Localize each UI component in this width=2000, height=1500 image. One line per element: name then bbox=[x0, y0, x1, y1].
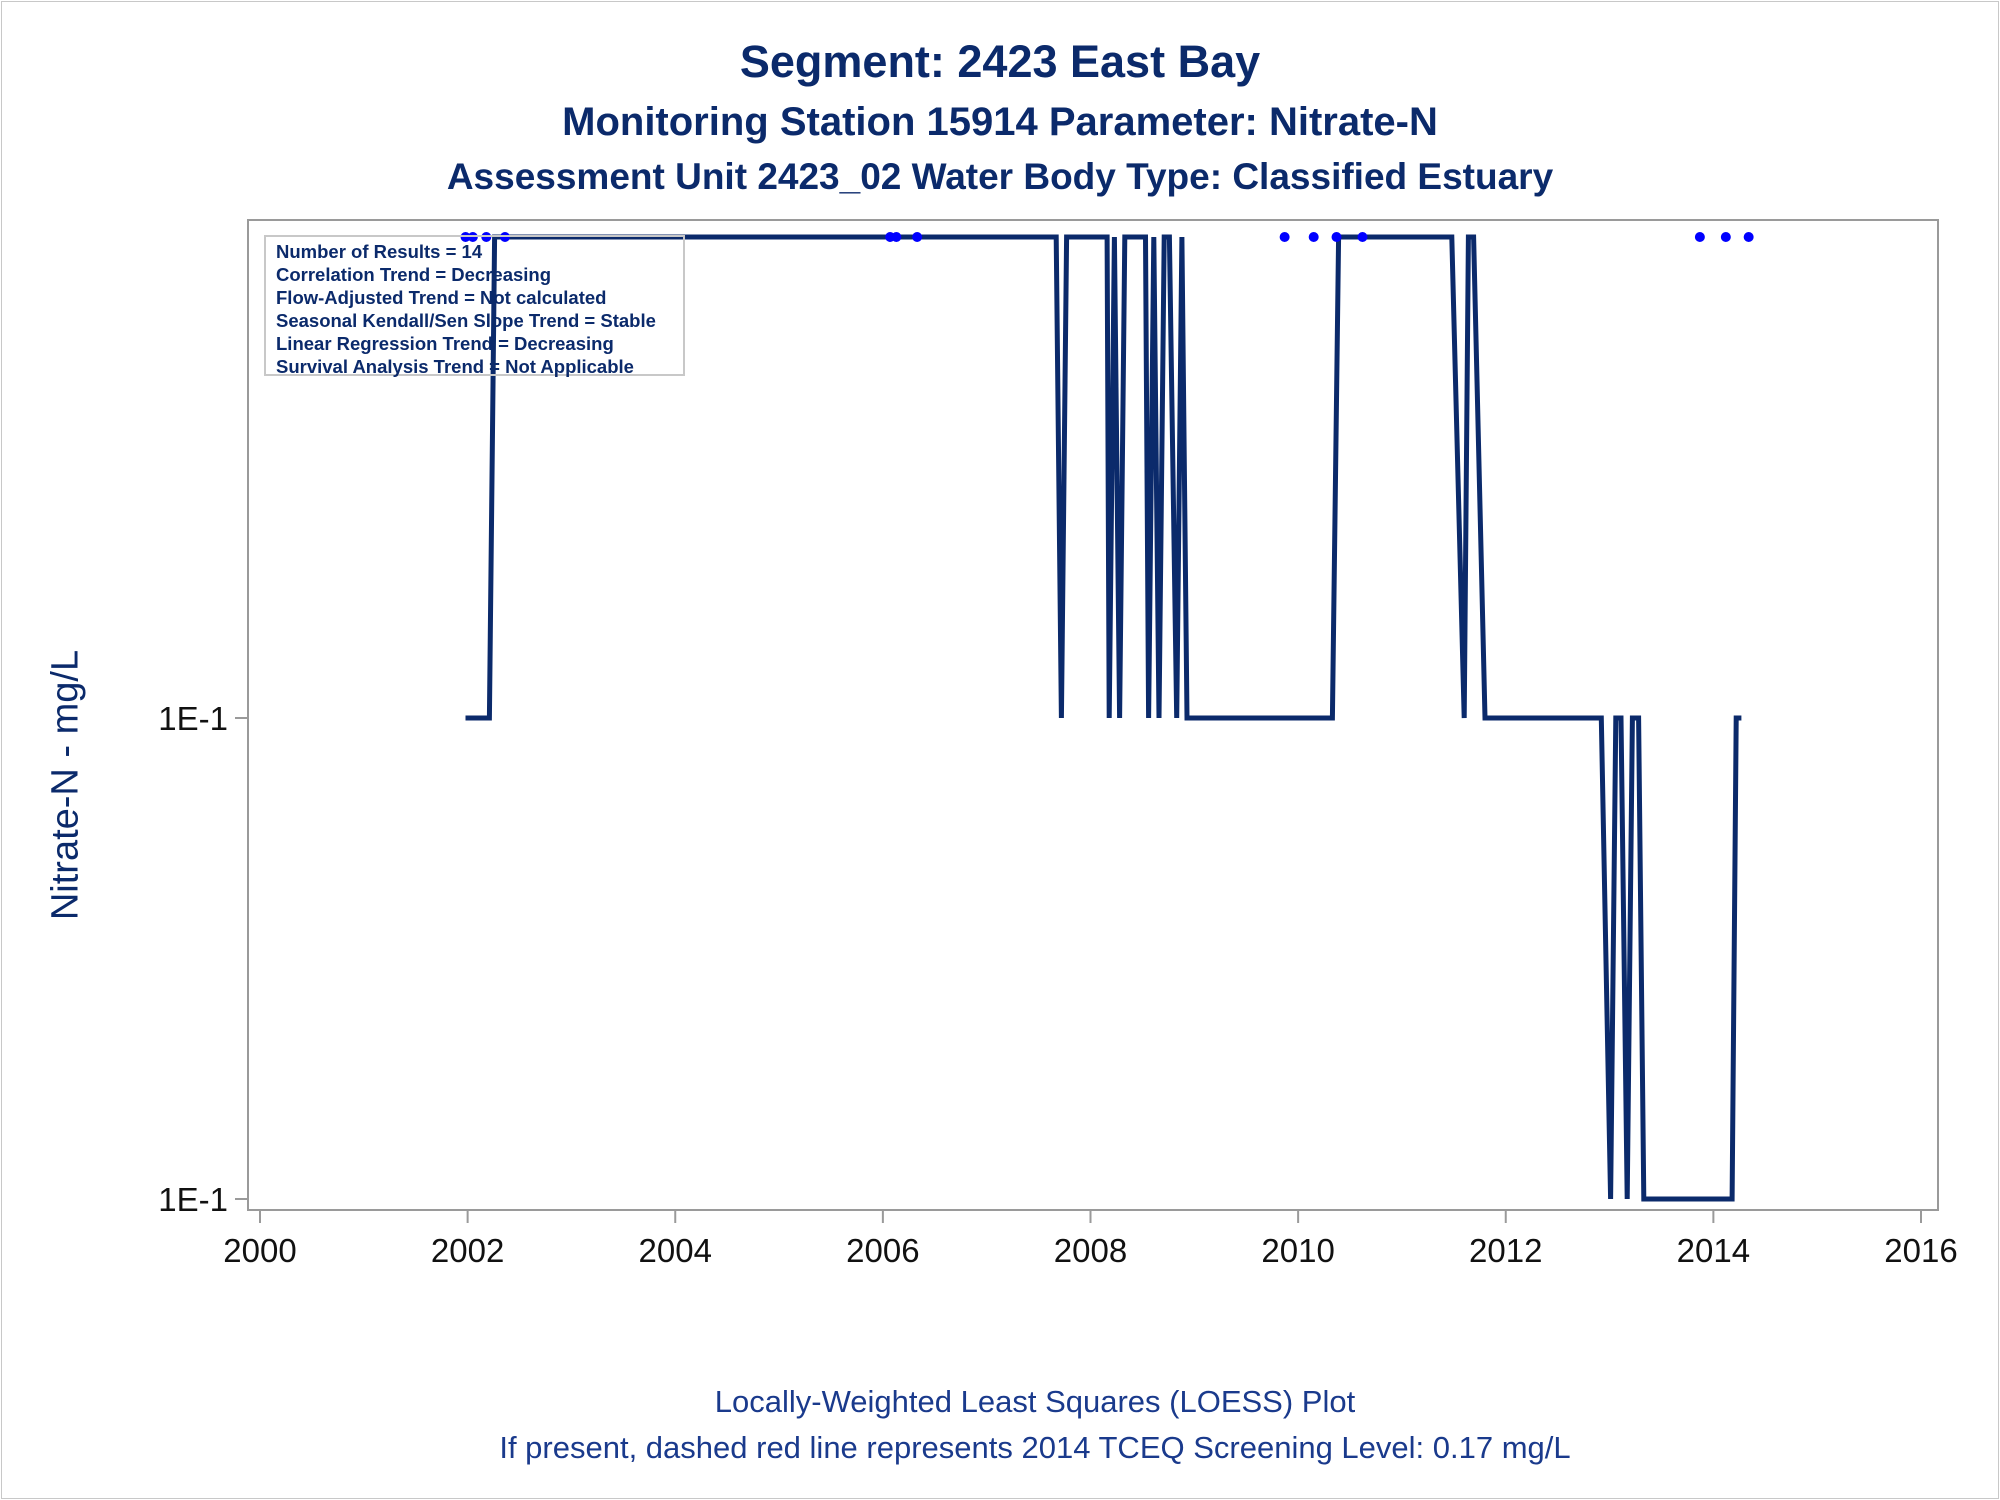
stats-line: Flow-Adjusted Trend = Not calculated bbox=[276, 287, 607, 308]
data-point bbox=[499, 232, 510, 242]
data-point bbox=[1694, 232, 1705, 242]
stats-line: Linear Regression Trend = Decreasing bbox=[276, 333, 614, 354]
chart-title: Segment: 2423 East Bay bbox=[739, 36, 1261, 87]
data-point bbox=[467, 232, 478, 242]
data-point bbox=[891, 232, 902, 242]
data-point bbox=[460, 232, 471, 242]
data-point bbox=[1308, 232, 1319, 242]
y-axis-label: Nitrate-N - mg/L bbox=[44, 649, 87, 921]
data-point bbox=[481, 232, 492, 242]
chart-subtitle-station: Monitoring Station 15914 Parameter: Nitr… bbox=[562, 100, 1438, 144]
x-tick-label: 2012 bbox=[1469, 1232, 1542, 1269]
x-tick-label: 2002 bbox=[431, 1232, 504, 1269]
stats-box: Number of Results = 14 Correlation Trend… bbox=[264, 235, 685, 377]
loess-line bbox=[465, 234, 1742, 1202]
data-point bbox=[1331, 232, 1342, 242]
data-point bbox=[1279, 232, 1290, 242]
x-tick-label: 2000 bbox=[223, 1232, 296, 1269]
x-tick-label: 2010 bbox=[1261, 1232, 1334, 1269]
data-point bbox=[1357, 232, 1368, 242]
x-tick-label: 2008 bbox=[1054, 1232, 1127, 1269]
stats-line: Number of Results = 14 bbox=[276, 241, 483, 262]
y-tick-label: 1E-1 bbox=[158, 1181, 228, 1218]
data-point bbox=[912, 232, 923, 242]
x-tick-label: 2016 bbox=[1884, 1232, 1957, 1269]
y-tick-label: 1E-1 bbox=[158, 700, 228, 737]
stats-line: Correlation Trend = Decreasing bbox=[276, 264, 552, 285]
stats-line: Seasonal Kendall/Sen Slope Trend = Stabl… bbox=[276, 310, 656, 331]
data-point bbox=[1743, 232, 1754, 242]
plot-area-border bbox=[247, 219, 1939, 1211]
chart-subtitle-assessment: Assessment Unit 2423_02 Water Body Type:… bbox=[446, 156, 1554, 197]
x-tick-label: 2004 bbox=[639, 1232, 712, 1269]
x-tick-label: 2014 bbox=[1677, 1232, 1750, 1269]
footnote-screening-level: If present, dashed red line represents 2… bbox=[499, 1430, 1571, 1465]
x-tick-label: 2006 bbox=[846, 1232, 919, 1269]
data-point bbox=[1720, 232, 1731, 242]
stats-line: Survival Analysis Trend = Not Applicable bbox=[276, 356, 634, 377]
footnote-loess: Locally-Weighted Least Squares (LOESS) P… bbox=[714, 1384, 1356, 1419]
